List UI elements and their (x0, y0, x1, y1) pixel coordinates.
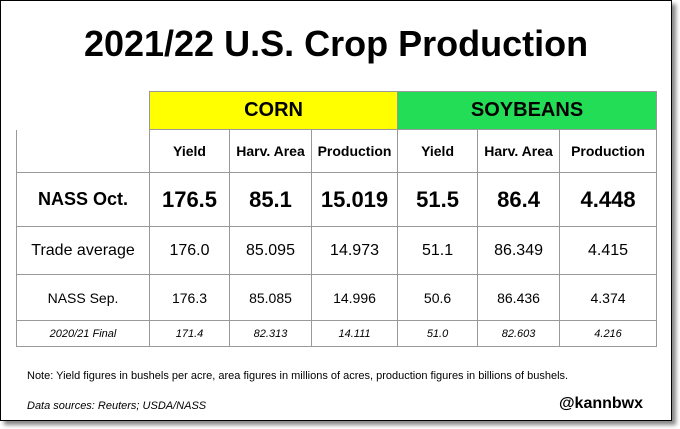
cell: 176.5 (149, 172, 230, 227)
row: NASS Sep. 176.3 85.085 14.996 50.6 86.436 4.37… (16, 274, 658, 321)
frame: 2021/22 U.S. Crop Production CORN SOYBEA… (0, 0, 672, 421)
title: 2021/22 U.S. Crop Production (83, 23, 589, 64)
column-header: Production (559, 129, 658, 173)
group-header: CORN (148, 91, 399, 130)
cell: 4.374 (559, 274, 658, 321)
cell: 14.973 (310, 226, 399, 275)
cell: 51.1 (397, 226, 479, 275)
cell: 50.6 (397, 274, 479, 321)
cell: 82.603 (477, 320, 561, 347)
row-label: 2020/21 Final (16, 320, 150, 347)
cell: 85.085 (229, 274, 312, 321)
column-header: Harv. Area (477, 129, 561, 173)
cell: 176.3 (149, 274, 230, 321)
column-header: Harv. Area (229, 129, 312, 173)
row: NASS Oct. 176.5 85.1 15.019 51.5 86.4 4.448 (16, 172, 658, 227)
cell: 85.1 (229, 172, 312, 227)
handle: @kannbwx (558, 395, 643, 412)
note: Note: Yield figures in bushels per acre,… (27, 370, 569, 382)
row-label: Trade average (16, 226, 150, 275)
row: Trade average 176.0 85.095 14.973 51.1 86.349… (16, 226, 658, 275)
cell: 86.436 (477, 274, 561, 321)
row-label: NASS Oct. (16, 172, 150, 227)
group-header: SOYBEANS (397, 91, 658, 130)
cell: 4.216 (559, 320, 658, 347)
column-row: Yield Harv. Area Production Yield Harv. Area… (16, 129, 658, 173)
cell: 176.0 (149, 226, 230, 275)
sources: Data sources: Reuters; USDA/NASS (27, 400, 207, 412)
table: CORN SOYBEANS Yield Harv. Area Production Y… (16, 91, 658, 347)
cell: 14.111 (310, 320, 399, 347)
group-row: CORN SOYBEANS (17, 91, 658, 130)
cell: 51.5 (397, 172, 479, 227)
column-header: Production (310, 129, 399, 173)
cell: 51.0 (397, 320, 479, 347)
cell: 171.4 (149, 320, 230, 347)
row: 2020/21 Final 171.4 82.313 14.111 51.0 82.603… (16, 320, 658, 347)
cell: 82.313 (229, 320, 312, 347)
cell: 85.095 (229, 226, 312, 275)
blank (16, 129, 150, 173)
cell: 4.448 (559, 172, 658, 227)
row-label: NASS Sep. (16, 274, 150, 321)
cell: 86.4 (477, 172, 561, 227)
cell: 14.996 (310, 274, 399, 321)
column-header: Yield (397, 129, 479, 173)
cell: 86.349 (477, 226, 561, 275)
blank (17, 92, 150, 130)
column-header: Yield (149, 129, 230, 173)
cell: 15.019 (310, 172, 399, 227)
cell: 4.415 (559, 226, 658, 275)
